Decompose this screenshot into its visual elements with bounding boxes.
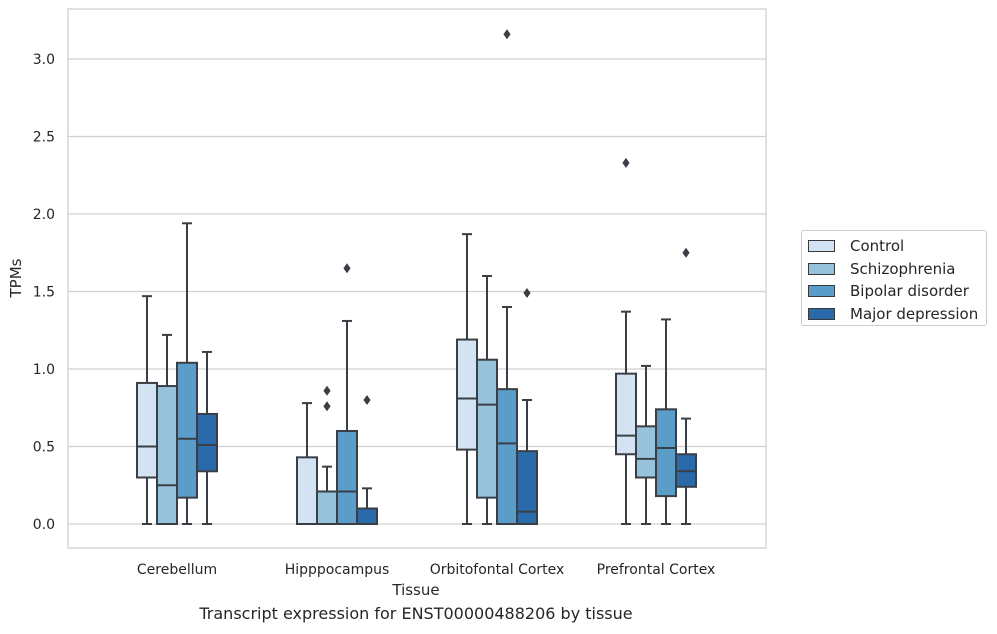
box-control xyxy=(136,295,158,525)
y-tick-label: 0.0 xyxy=(33,517,55,533)
box-iqr xyxy=(476,358,498,499)
y-tick-label: 0.5 xyxy=(33,440,55,456)
box-iqr xyxy=(156,385,178,525)
box-bipolar-disorder xyxy=(496,29,518,525)
box-major-depression xyxy=(356,395,378,525)
outlier-point xyxy=(343,263,351,274)
x-tick-label: Hipppocampus xyxy=(285,562,390,578)
box-bipolar-disorder xyxy=(336,263,358,525)
y-tick-labels: 0.0 0.5 1.0 1.5 2.0 2.5 3.0 xyxy=(33,52,55,533)
legend-swatch xyxy=(808,262,835,275)
box-iqr xyxy=(516,450,538,525)
outlier-point xyxy=(323,385,331,396)
box-major-depression xyxy=(516,288,538,525)
figure-caption: Transcript expression for ENST0000048820… xyxy=(199,604,633,623)
legend-item: Bipolar disorder xyxy=(808,280,986,303)
boxes-layer xyxy=(136,29,697,526)
box-iqr xyxy=(136,381,158,479)
x-axis-label: Tissue xyxy=(391,581,439,599)
outlier-point xyxy=(622,157,630,168)
box-iqr xyxy=(655,408,677,498)
x-tick-labels: Cerebellum Hipppocampus Orbitofontal Corte… xyxy=(137,562,715,578)
legend-item: Control xyxy=(808,235,986,258)
box-iqr xyxy=(615,372,637,456)
box-bipolar-disorder xyxy=(655,318,677,525)
legend-swatch xyxy=(808,285,835,298)
box-iqr xyxy=(316,490,338,526)
legend-label: Control xyxy=(850,237,905,256)
plot-frame xyxy=(67,8,767,549)
y-tick-label: 1.0 xyxy=(33,362,55,378)
legend-label: Schizophrenia xyxy=(850,259,956,278)
x-tick-label: Prefrontal Cortex xyxy=(597,562,716,578)
legend-item: Major depression xyxy=(808,303,986,326)
y-tick-label: 1.5 xyxy=(33,285,55,301)
outlier-point xyxy=(323,401,331,412)
x-tick-label: Orbitofontal Cortex xyxy=(430,562,565,578)
y-axis-label: TPMs xyxy=(7,258,25,298)
outlier-point xyxy=(503,29,511,40)
outlier-point xyxy=(523,288,531,299)
box-major-depression xyxy=(196,350,218,525)
box-schizophrenia xyxy=(316,385,338,526)
legend-label: Bipolar disorder xyxy=(850,282,969,301)
box-control xyxy=(615,157,637,525)
box-iqr xyxy=(456,338,478,451)
box-iqr xyxy=(336,430,358,525)
box-iqr xyxy=(196,412,218,473)
y-tick-label: 2.0 xyxy=(33,207,55,223)
legend-item: Schizophrenia xyxy=(808,258,986,281)
box-control xyxy=(296,402,318,526)
legend-swatch xyxy=(808,240,835,253)
legend-label: Major depression xyxy=(850,304,979,323)
y-tick-label: 2.5 xyxy=(33,130,55,146)
box-schizophrenia xyxy=(476,275,498,525)
box-control xyxy=(456,233,478,525)
box-schizophrenia xyxy=(156,333,178,525)
legend-swatch xyxy=(808,307,835,320)
legend: Control Schizophrenia Bipolar disorder Majo… xyxy=(801,230,987,326)
box-bipolar-disorder xyxy=(176,222,198,525)
box-iqr xyxy=(635,425,657,479)
y-tick-label: 3.0 xyxy=(33,52,55,68)
outlier-point xyxy=(682,247,690,258)
box-iqr xyxy=(496,388,518,525)
box-iqr xyxy=(176,361,198,499)
box-schizophrenia xyxy=(635,364,657,525)
x-tick-label: Cerebellum xyxy=(137,562,217,578)
box-major-depression xyxy=(675,247,697,525)
outlier-point xyxy=(363,395,371,405)
box-iqr xyxy=(296,456,318,526)
box-iqr xyxy=(356,507,378,525)
